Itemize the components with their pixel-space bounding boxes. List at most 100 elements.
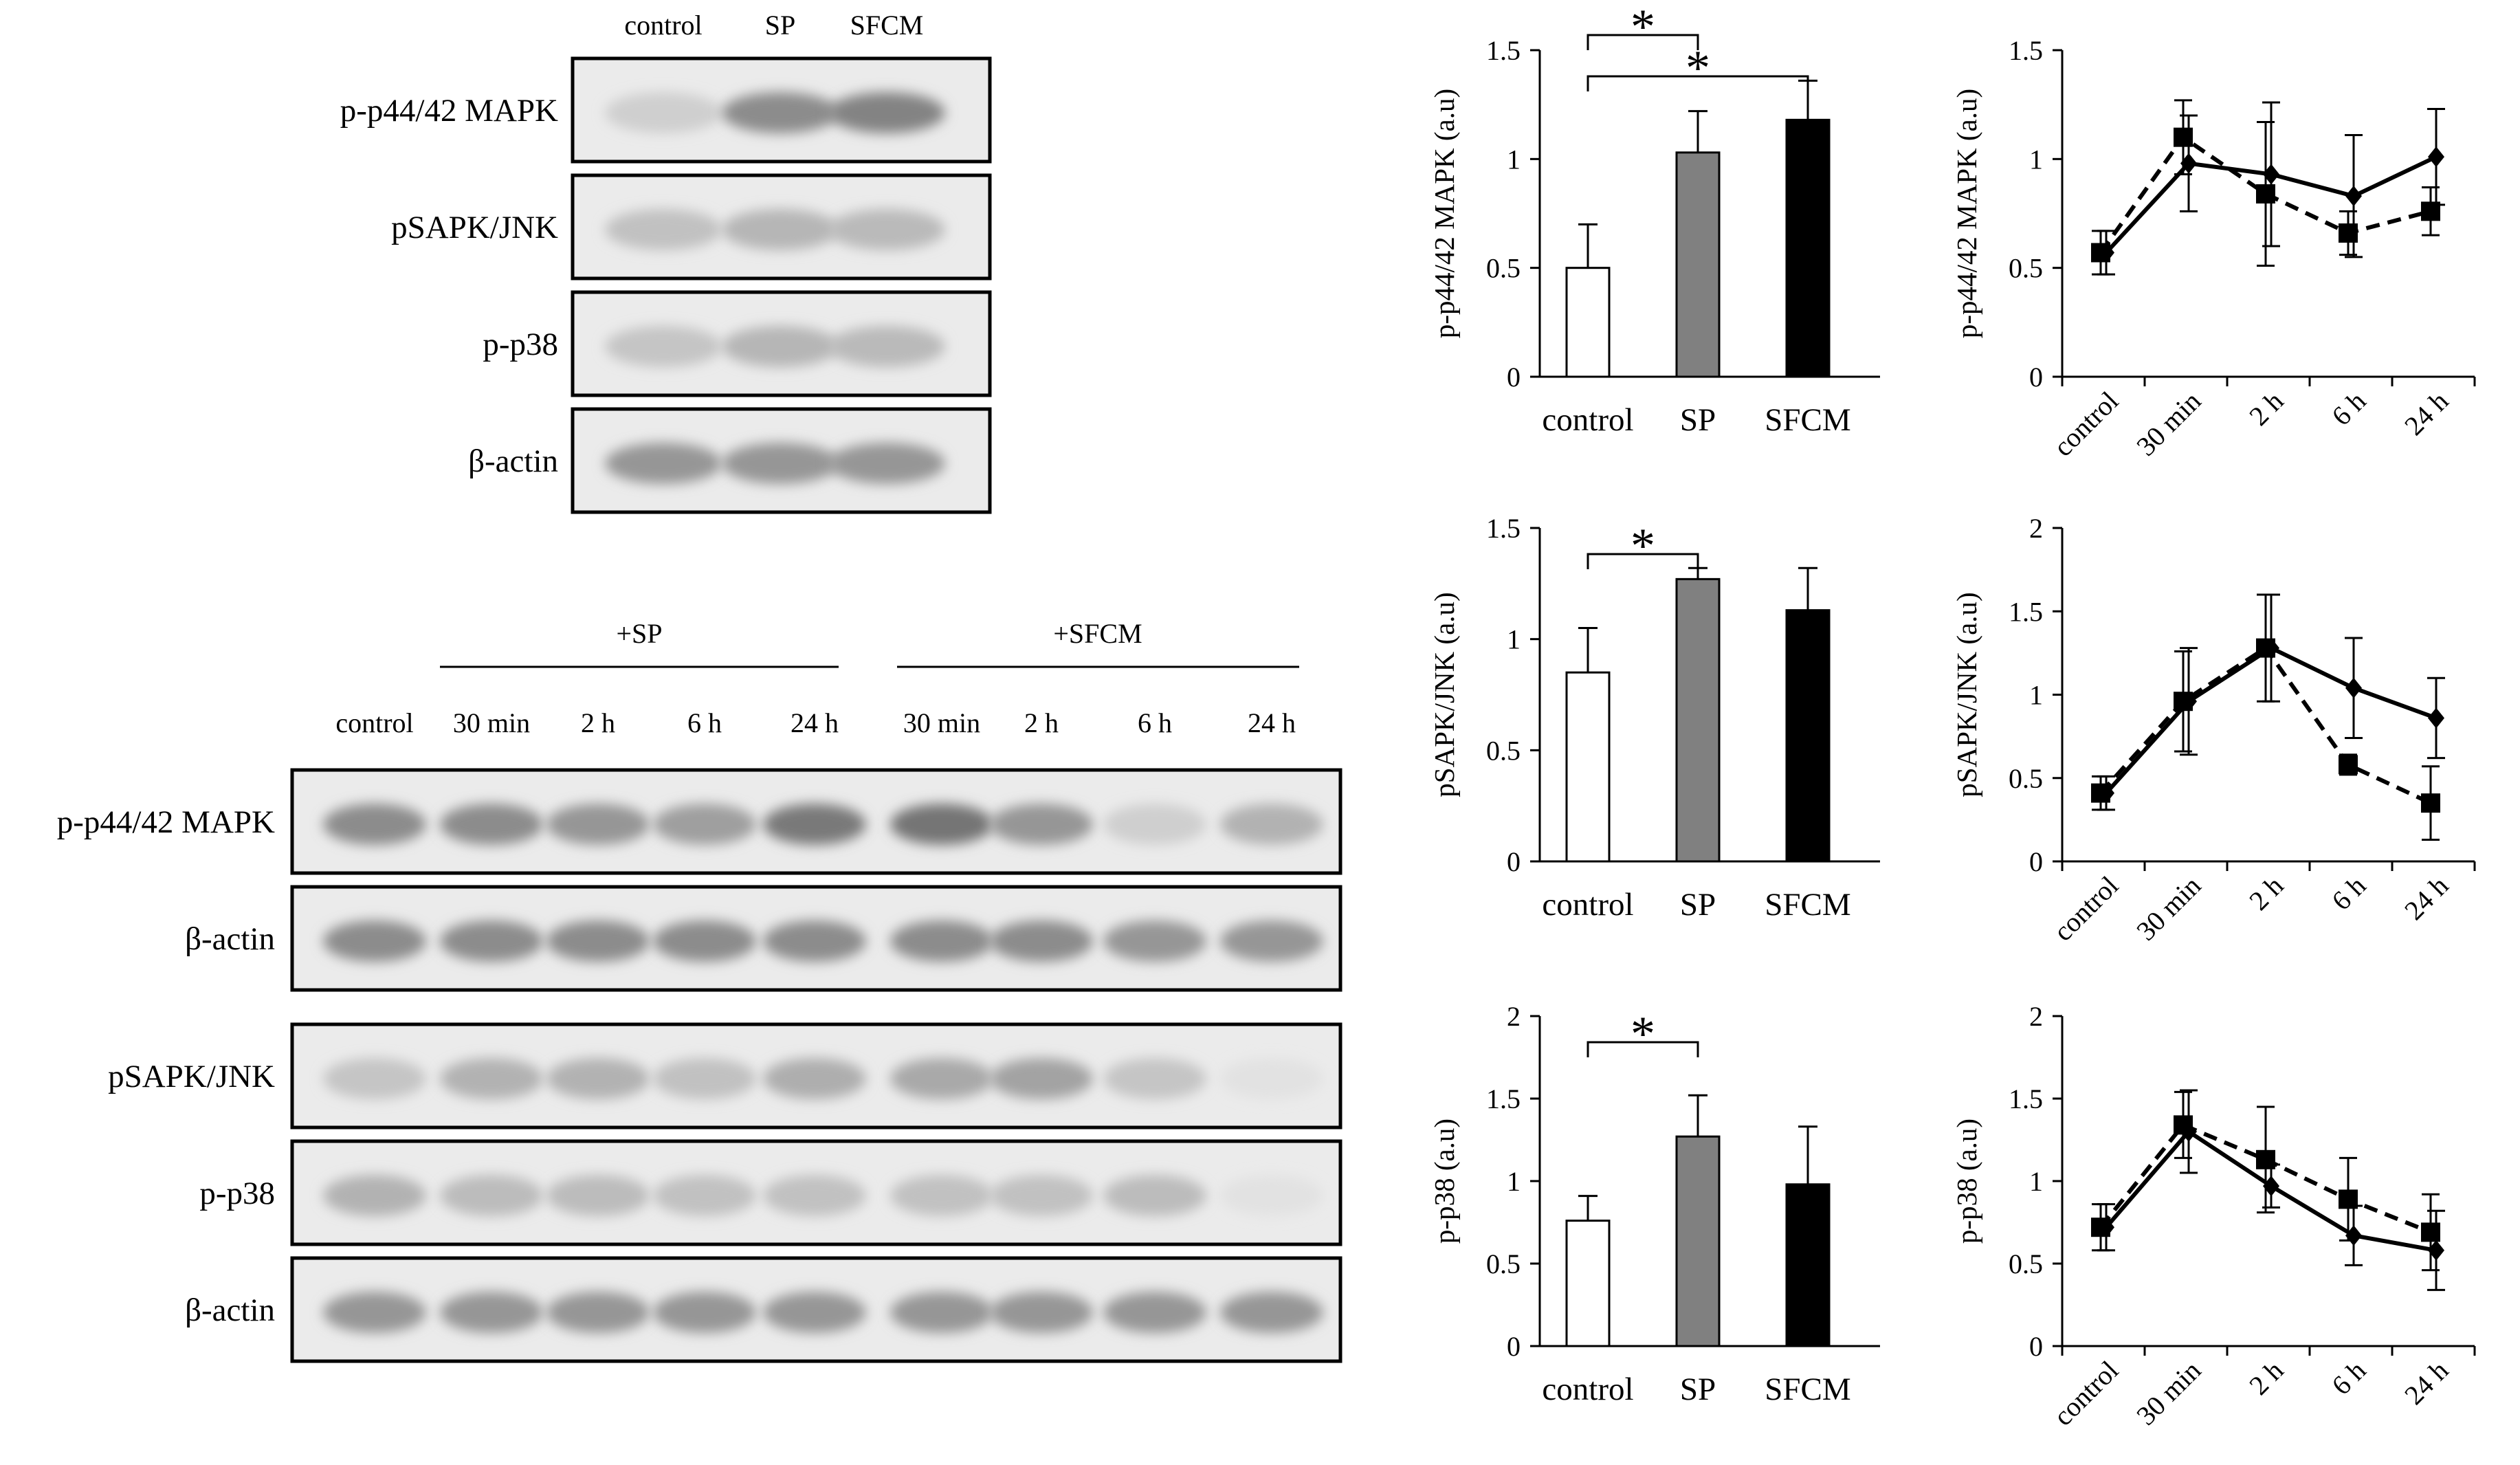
data-point-square xyxy=(2256,638,2275,658)
data-point-diamond xyxy=(2263,1176,2279,1197)
blot-band xyxy=(722,326,839,367)
blot-band xyxy=(1220,1058,1323,1099)
x-tick-label: SFCM xyxy=(1765,402,1850,438)
data-point-diamond xyxy=(2345,186,2362,207)
line-chart-2: 0 0.5 1 1.5 2 pSAPK/JNK (a.u) control 30 min 2 h… xyxy=(1951,513,2476,947)
blot-band xyxy=(440,921,543,962)
blot-band xyxy=(440,1058,543,1099)
y-tick-label: 0 xyxy=(1507,1331,1521,1362)
x-tick-label: 2 h xyxy=(2243,870,2289,916)
blot-band xyxy=(1220,804,1323,845)
data-point-diamond xyxy=(2345,677,2362,698)
data-point-square xyxy=(2174,127,2193,147)
bar xyxy=(1785,118,1831,378)
y-tick-label: 0.5 xyxy=(2009,763,2043,794)
blot-band xyxy=(440,804,543,845)
x-tick-label: 2 h xyxy=(2243,386,2289,432)
x-tick-label: 6 h xyxy=(2325,1355,2372,1401)
bar xyxy=(1785,1183,1831,1347)
group-label-sp: +SP xyxy=(616,618,662,649)
data-point-square xyxy=(2421,1222,2440,1242)
x-tick-label: control xyxy=(2047,870,2124,947)
blot-band xyxy=(323,1058,426,1099)
blot-band xyxy=(653,804,756,845)
blot-band xyxy=(890,1058,993,1099)
y-tick-label: 1 xyxy=(2029,680,2043,711)
x-tick-label: 24 h xyxy=(2398,870,2454,926)
western-blot-top: control SP SFCM p-p44/42 MAPK pSAPK/JNK p-p38… xyxy=(340,10,992,514)
blot-band xyxy=(890,1175,993,1216)
line-chart-1: 0 0.5 1 1.5 p-p44/42 MAPK (a.u) control 30 min… xyxy=(1951,35,2476,463)
lane-label: 30 min xyxy=(453,707,530,738)
y-tick-label: 0 xyxy=(2029,846,2043,877)
blot-band xyxy=(1103,804,1206,845)
blot-band xyxy=(546,921,650,962)
data-point-square xyxy=(2339,755,2358,775)
bar xyxy=(1785,609,1831,863)
y-axis-label: pSAPK/JNK (a.u) xyxy=(1428,592,1460,797)
y-tick-label: 1.5 xyxy=(2009,1083,2043,1114)
y-tick-label: 1 xyxy=(2029,144,2043,175)
x-tick-label: 6 h xyxy=(2325,386,2372,432)
y-axis-label: p-p44/42 MAPK (a.u) xyxy=(1951,89,1982,338)
data-point-diamond xyxy=(2428,146,2444,168)
data-point-square xyxy=(2421,793,2440,813)
x-tick-label: 24 h xyxy=(2398,1355,2454,1411)
y-tick-label: 1 xyxy=(1507,624,1521,655)
y-axis-label: p-p38 (a.u) xyxy=(1428,1119,1460,1244)
blot-band xyxy=(440,1175,543,1216)
blot-band xyxy=(605,443,722,484)
line-chart-3: 0 0.5 1 1.5 2 p-p38 (a.u) control 30 min 2 h 6 h 2… xyxy=(1951,1001,2476,1432)
series-line xyxy=(2099,134,2431,254)
blot-band xyxy=(990,921,1093,962)
blot-band xyxy=(990,804,1093,845)
blot-row-label: p-p38 xyxy=(483,327,558,362)
lane-label: 24 h xyxy=(1248,707,1296,738)
data-point-diamond xyxy=(2428,707,2444,729)
x-tick-label: SP xyxy=(1680,402,1716,438)
blot-band xyxy=(763,804,866,845)
blot-band xyxy=(605,326,722,367)
blot-band xyxy=(323,1292,426,1333)
y-tick-label: 1 xyxy=(2029,1166,2043,1197)
blot-band xyxy=(546,804,650,845)
blot-band xyxy=(1103,1292,1206,1333)
data-point-square xyxy=(2091,1218,2110,1237)
blot-band xyxy=(828,326,945,367)
lane-label: control xyxy=(335,707,413,738)
significance-bracket xyxy=(1587,75,1809,91)
y-tick-label: 1.5 xyxy=(2009,596,2043,627)
bar xyxy=(1675,577,1721,863)
blot-band xyxy=(653,1175,756,1216)
blot-band xyxy=(1103,1058,1206,1099)
lane-label: 6 h xyxy=(687,707,722,738)
blot-band xyxy=(546,1292,650,1333)
data-point-diamond xyxy=(2428,1240,2444,1261)
blot-row-label: p-p44/42 MAPK xyxy=(340,93,558,129)
x-tick-label: control xyxy=(2047,386,2124,463)
bar xyxy=(1565,1220,1611,1347)
y-tick-label: 0 xyxy=(2029,1331,2043,1362)
x-tick-label: control xyxy=(1542,402,1633,438)
blot-band xyxy=(828,92,945,133)
blot-row-label: p-p38 xyxy=(199,1176,275,1211)
blot-band xyxy=(990,1058,1093,1099)
blot-band xyxy=(653,1292,756,1333)
y-tick-label: 0.5 xyxy=(2009,253,2043,284)
blot-band xyxy=(828,209,945,250)
y-tick-label: 1.5 xyxy=(1486,1083,1521,1114)
blot-band xyxy=(763,1058,866,1099)
x-tick-label: control xyxy=(2047,1355,2124,1432)
bar xyxy=(1565,671,1611,863)
y-tick-label: 1.5 xyxy=(1486,513,1521,544)
significance-star: * xyxy=(1631,1006,1655,1061)
lane-label: 2 h xyxy=(581,707,615,738)
significance-star: * xyxy=(1631,0,1655,54)
blot-band xyxy=(1220,921,1323,962)
lane-label: 30 min xyxy=(903,707,980,738)
x-tick-label: control xyxy=(1542,1372,1633,1407)
blot-band xyxy=(440,1292,543,1333)
y-tick-label: 1 xyxy=(1507,144,1521,175)
y-axis-label: pSAPK/JNK (a.u) xyxy=(1951,592,1982,797)
